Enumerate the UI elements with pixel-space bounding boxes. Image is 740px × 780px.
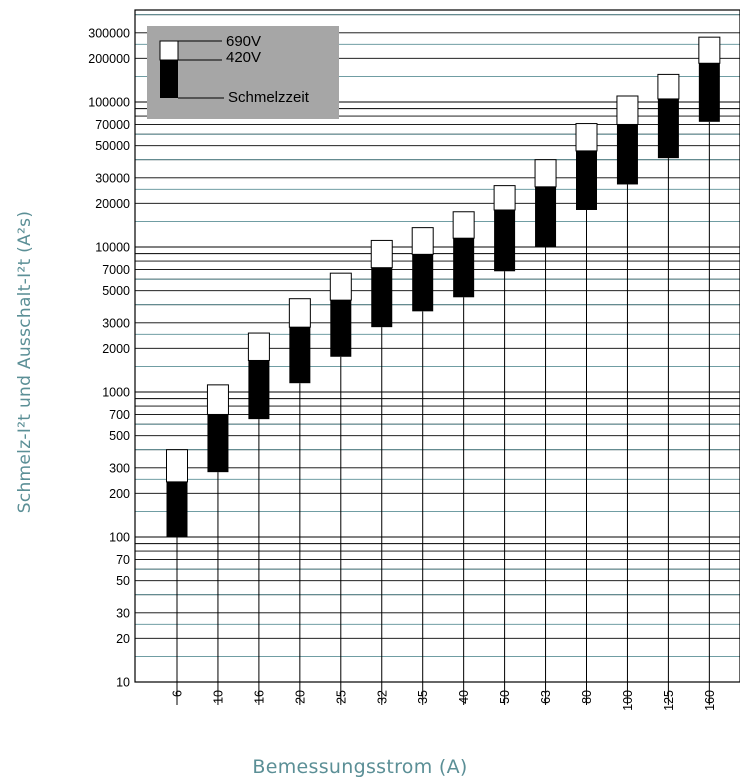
y-tick-label: 1000	[102, 386, 130, 400]
bar-690v	[575, 123, 598, 152]
y-tick-label: 700	[109, 408, 130, 422]
x-tick-label: 32	[375, 690, 389, 704]
bar-690v	[452, 211, 475, 239]
x-tick-label: 63	[539, 690, 553, 704]
bar-690v	[616, 95, 639, 125]
y-tick-label: 3000	[102, 316, 130, 330]
y-tick-label: 20	[116, 632, 130, 646]
bar-420v	[207, 414, 229, 473]
x-axis-label: Bemessungsstrom (A)	[252, 756, 467, 778]
x-tick-label: 160	[703, 690, 717, 711]
y-tick-label: 70000	[95, 118, 130, 132]
y-tick-label: 300	[109, 461, 130, 475]
bar-690v	[657, 73, 680, 100]
bar-420v	[576, 150, 597, 210]
y-tick-label: 300000	[88, 26, 130, 40]
x-tick-label: 20	[293, 690, 307, 704]
y-tick-label: 2000	[102, 342, 130, 356]
bar-420v	[412, 254, 434, 312]
x-axis-ticks: 6 10 16 20 25 32 35 40 50 63 80 100 125 160	[171, 690, 717, 711]
bar-420v	[248, 360, 270, 420]
bar-420v	[166, 481, 188, 537]
y-tick-label: 30	[116, 606, 130, 620]
legend-swatch-420v	[160, 60, 178, 98]
y-axis-ticks: 300000 200000 100000 70000 50000 30000 20000 10…	[88, 26, 130, 689]
y-tick-label: 200000	[88, 52, 130, 66]
bar-420v	[698, 63, 720, 122]
y-tick-label: 30000	[95, 171, 130, 185]
legend-label-schmelzzeit: Schmelzzeit	[228, 89, 310, 106]
legend-label-420v: 420V	[226, 49, 261, 66]
x-tick-label: 50	[498, 690, 512, 704]
bar-420v	[657, 98, 679, 159]
y-tick-label: 7000	[102, 263, 130, 277]
grid	[135, 14, 740, 683]
x-tick-label: 6	[171, 690, 185, 697]
x-tick-label: 100	[621, 690, 635, 711]
bar-690v	[534, 159, 557, 188]
bars	[166, 36, 721, 705]
bar-690v	[206, 384, 229, 415]
y-tick-label: 500	[109, 429, 130, 443]
legend-label-690v: 690V	[226, 33, 261, 50]
bar-690v	[329, 272, 352, 301]
x-tick-label: 35	[416, 690, 430, 704]
bar-420v	[535, 186, 557, 247]
bar-690v	[698, 36, 721, 64]
legend-swatch-690v	[159, 40, 179, 61]
x-tick-label: 10	[211, 690, 225, 704]
y-tick-label: 100000	[88, 96, 130, 110]
bar-690v	[493, 185, 516, 211]
y-tick-label: 5000	[102, 284, 130, 298]
bar-420v	[289, 327, 311, 384]
bar-690v	[288, 298, 311, 328]
legend: 690V 420V Schmelzzeit	[147, 26, 339, 119]
y-tick-label: 50000	[95, 139, 130, 153]
bar-690v	[247, 332, 270, 361]
bar-420v	[453, 238, 475, 298]
y-tick-label: 100	[109, 531, 130, 545]
x-tick-label: 16	[252, 690, 266, 704]
bar-690v	[411, 227, 434, 255]
bar-690v	[370, 239, 393, 269]
bar-420v	[616, 124, 638, 185]
bar-420v	[371, 267, 393, 328]
y-tick-label: 200	[109, 487, 130, 501]
y-tick-label: 10000	[95, 241, 130, 255]
bar-420v	[494, 209, 516, 272]
y-tick-label: 10	[116, 676, 130, 690]
y-tick-label: 20000	[95, 197, 130, 211]
bar-420v	[330, 300, 352, 357]
plot-frame	[134, 9, 740, 683]
x-tick-label: 25	[334, 690, 348, 704]
x-tick-label: 40	[457, 690, 471, 704]
bar-690v	[166, 449, 188, 483]
x-tick-label: 125	[662, 690, 676, 711]
x-tick-label: 80	[580, 690, 594, 704]
y-axis-label: Schmelz-I²t und Ausschalt-I²t (A²s)	[15, 211, 35, 514]
y-tick-label: 70	[116, 553, 130, 567]
y-tick-label: 50	[116, 574, 130, 588]
